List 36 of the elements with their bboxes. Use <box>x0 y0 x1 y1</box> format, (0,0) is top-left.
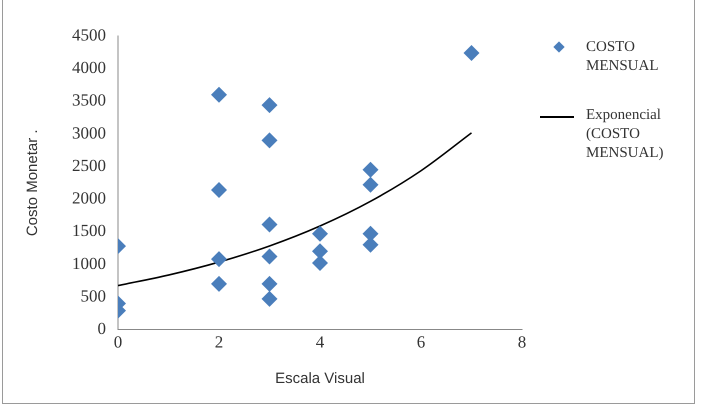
point <box>262 276 278 292</box>
point <box>464 44 480 61</box>
point <box>312 243 328 260</box>
line-series <box>118 132 472 286</box>
y-tick-label: 2000 <box>72 188 106 208</box>
y-tick-label: 3500 <box>72 90 106 110</box>
point <box>362 162 378 178</box>
point <box>262 97 278 114</box>
y-tick-label: 1000 <box>72 254 106 273</box>
y-tick-label: 4500 <box>72 25 106 44</box>
y-tick-label: 0 <box>98 319 106 338</box>
x-tick-label: 2 <box>214 332 224 352</box>
point <box>312 255 328 272</box>
x-tick-label: 4 <box>316 332 325 352</box>
point <box>211 251 227 268</box>
y-axis-title: Costo Monetar . <box>24 129 42 236</box>
point <box>211 86 227 103</box>
point <box>262 132 278 148</box>
point <box>262 290 278 307</box>
x-tick-label: 6 <box>416 332 426 352</box>
point <box>211 182 227 198</box>
point <box>211 276 227 292</box>
y-tick-label: 2500 <box>72 156 106 175</box>
legend-label: Exponencial (COSTO MENSUAL) <box>586 106 664 163</box>
y-tick-label: 1500 <box>72 221 106 240</box>
point <box>262 216 278 233</box>
y-tick-label: 3000 <box>72 123 106 142</box>
x-axis-title: Escala Visual <box>275 370 365 388</box>
legend-label: COSTO MENSUAL <box>586 38 660 76</box>
y-tick-label: 500 <box>80 286 106 306</box>
y-tick-label: 4000 <box>72 58 106 78</box>
point <box>362 176 378 193</box>
x-tick-label: 8 <box>518 332 526 352</box>
point <box>262 248 278 265</box>
x-tick-label: 0 <box>114 332 122 352</box>
point <box>312 226 328 242</box>
